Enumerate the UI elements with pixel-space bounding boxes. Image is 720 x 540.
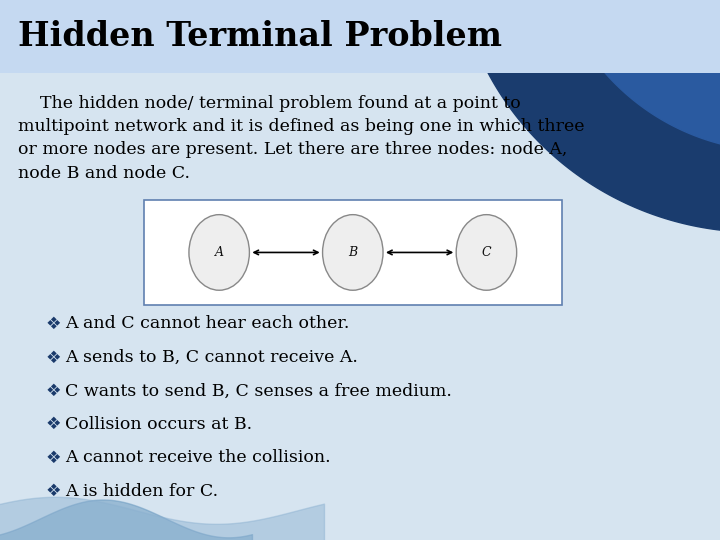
Text: A and C cannot hear each other.: A and C cannot hear each other.: [65, 315, 349, 333]
Polygon shape: [547, 0, 720, 151]
Text: ❖: ❖: [45, 382, 61, 400]
Text: C wants to send B, C senses a free medium.: C wants to send B, C senses a free mediu…: [65, 382, 451, 400]
Text: A sends to B, C cannot receive A.: A sends to B, C cannot receive A.: [65, 349, 358, 366]
Text: A is hidden for C.: A is hidden for C.: [65, 483, 218, 500]
FancyBboxPatch shape: [144, 200, 562, 305]
Text: Collision occurs at B.: Collision occurs at B.: [65, 416, 252, 433]
Text: A cannot receive the collision.: A cannot receive the collision.: [65, 449, 330, 467]
Text: ❖: ❖: [45, 482, 61, 501]
Text: ❖: ❖: [45, 315, 61, 333]
Text: C: C: [482, 246, 491, 259]
Text: ❖: ❖: [45, 449, 61, 467]
Text: A: A: [215, 246, 224, 259]
Ellipse shape: [189, 214, 249, 291]
Ellipse shape: [323, 214, 383, 291]
Text: ❖: ❖: [45, 415, 61, 434]
Polygon shape: [619, 0, 720, 81]
Text: The hidden node/ terminal problem found at a point to
multipoint network and it : The hidden node/ terminal problem found …: [18, 94, 585, 182]
Text: ❖: ❖: [45, 348, 61, 367]
Ellipse shape: [456, 214, 517, 291]
Text: Hidden Terminal Problem: Hidden Terminal Problem: [18, 20, 502, 53]
FancyBboxPatch shape: [0, 0, 720, 73]
Text: B: B: [348, 246, 357, 259]
Polygon shape: [454, 0, 720, 232]
